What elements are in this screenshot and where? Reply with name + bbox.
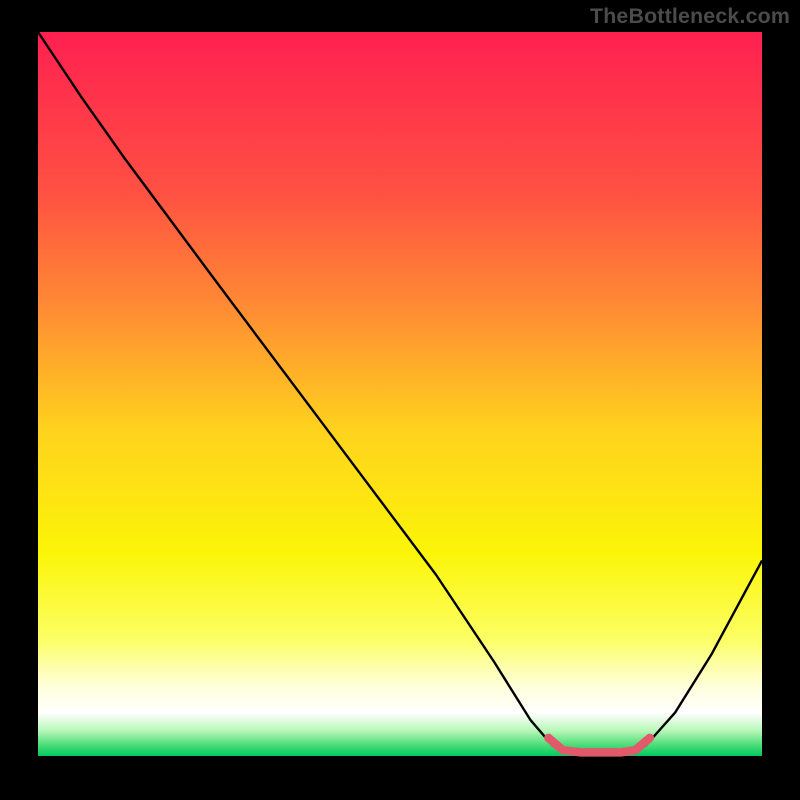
gradient-background xyxy=(38,32,762,756)
watermark-text: TheBottleneck.com xyxy=(590,4,790,29)
bottleneck-chart xyxy=(0,0,800,800)
chart-stage: TheBottleneck.com xyxy=(0,0,800,800)
